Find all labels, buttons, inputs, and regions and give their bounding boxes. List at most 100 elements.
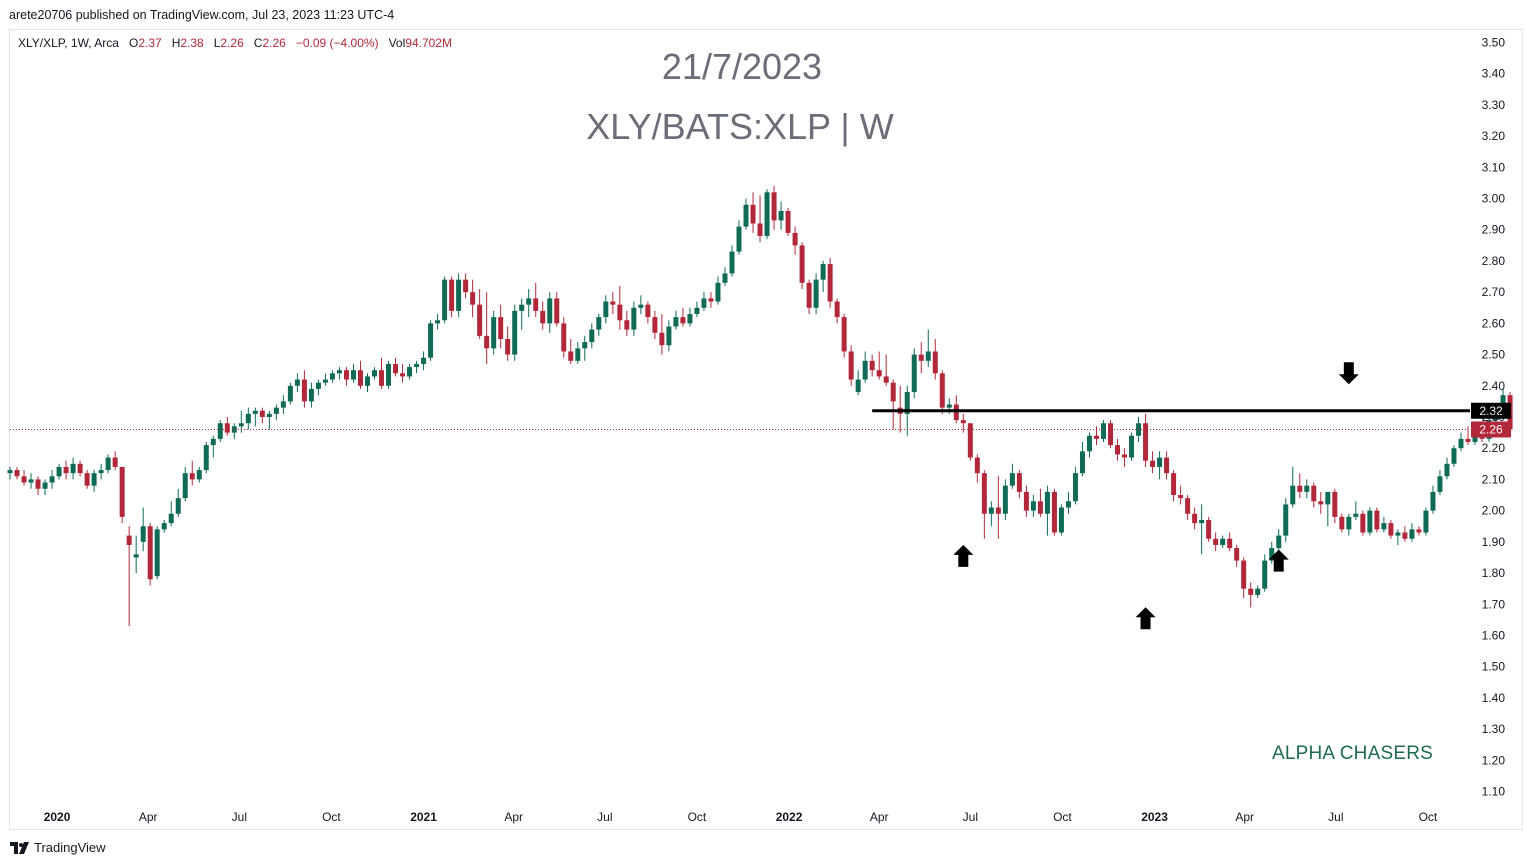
candle <box>736 220 742 255</box>
candle <box>1248 582 1254 608</box>
price-tick-label: 3.00 <box>1482 192 1506 206</box>
candle-body <box>1093 435 1099 439</box>
candle-body <box>799 245 805 283</box>
candle-body <box>1248 588 1254 595</box>
candle <box>1051 488 1057 536</box>
candle-body <box>484 335 490 349</box>
candle <box>1318 491 1324 514</box>
candle-body <box>778 211 784 221</box>
candle-body <box>1269 548 1275 561</box>
price-tick-label: 1.80 <box>1482 566 1506 580</box>
candle <box>63 460 69 480</box>
candle-body <box>554 298 560 324</box>
candle <box>869 354 875 377</box>
candle-body <box>967 423 973 458</box>
candle <box>701 292 707 311</box>
candle <box>224 417 230 436</box>
candle <box>1346 513 1352 536</box>
candle <box>435 314 441 330</box>
candle-body <box>561 323 567 352</box>
candle-body <box>14 470 20 477</box>
candle <box>252 407 258 427</box>
candle-body <box>1318 501 1324 505</box>
candle <box>386 360 392 389</box>
candle-body <box>505 338 511 355</box>
candle-body <box>631 307 637 330</box>
candle <box>400 363 406 383</box>
candle <box>498 304 504 349</box>
candle-body <box>168 513 174 524</box>
candle-body <box>981 473 987 514</box>
time-tick-label: Oct <box>688 810 707 824</box>
candle-body <box>217 423 223 439</box>
footer-brand[interactable]: TradingView <box>10 840 106 855</box>
candle <box>231 423 237 439</box>
candle <box>729 245 735 277</box>
candle <box>1458 432 1464 452</box>
candle <box>540 301 546 330</box>
candle-body <box>701 298 707 308</box>
candle-body <box>1157 457 1163 467</box>
candle-body <box>1297 485 1303 492</box>
candle-body <box>827 264 833 302</box>
candle <box>1044 485 1050 536</box>
candle-body <box>1367 510 1373 533</box>
candle-body <box>350 370 356 380</box>
candle <box>841 314 847 358</box>
price-tick-label: 2.90 <box>1482 223 1506 237</box>
chart-pane[interactable] <box>9 29 1523 830</box>
candle <box>750 192 756 233</box>
price-tick-label: 2.30 <box>1482 410 1506 424</box>
last-price-tag <box>1471 421 1511 438</box>
candle-body <box>21 476 27 483</box>
candle <box>596 314 602 336</box>
candle-body <box>729 251 735 274</box>
candle-body <box>841 317 847 352</box>
candle <box>652 310 658 339</box>
candle-body <box>960 420 966 424</box>
candle <box>1213 532 1219 552</box>
candle <box>301 370 307 408</box>
candle-body <box>757 223 763 236</box>
candle-body <box>1241 560 1247 589</box>
candle <box>1030 495 1036 517</box>
candle <box>1416 526 1422 536</box>
candle-body <box>694 307 700 315</box>
candle <box>175 488 181 517</box>
candle-body <box>1009 473 1015 486</box>
candle <box>421 351 427 371</box>
time-tick-label: Jul <box>963 810 978 824</box>
candle-body <box>974 457 980 474</box>
candle <box>1283 498 1289 542</box>
candle-body <box>140 526 146 542</box>
candle-body <box>519 304 525 311</box>
candle-body <box>673 317 679 327</box>
candle-body <box>764 192 770 236</box>
candle-body <box>1058 507 1064 533</box>
candle <box>1409 523 1415 542</box>
candle <box>988 501 994 527</box>
candle-body <box>1037 501 1043 514</box>
candle <box>1465 426 1471 446</box>
candle <box>1220 535 1226 549</box>
candle <box>1009 463 1015 489</box>
candle <box>505 326 511 361</box>
candle <box>526 289 532 318</box>
candle <box>238 410 244 433</box>
candle-body <box>301 379 307 402</box>
candle-body <box>1065 501 1071 508</box>
candle-body <box>869 360 875 371</box>
candle <box>1016 470 1022 499</box>
candle-body <box>1360 513 1366 533</box>
candle <box>666 320 672 352</box>
candle-body <box>540 310 546 324</box>
candle-body <box>498 317 504 339</box>
candle <box>855 370 861 396</box>
candle <box>336 367 342 380</box>
candle-body <box>231 426 237 433</box>
candle-body <box>715 282 721 302</box>
candle <box>939 370 945 414</box>
candle-body <box>414 363 420 368</box>
candle <box>1072 466 1078 505</box>
